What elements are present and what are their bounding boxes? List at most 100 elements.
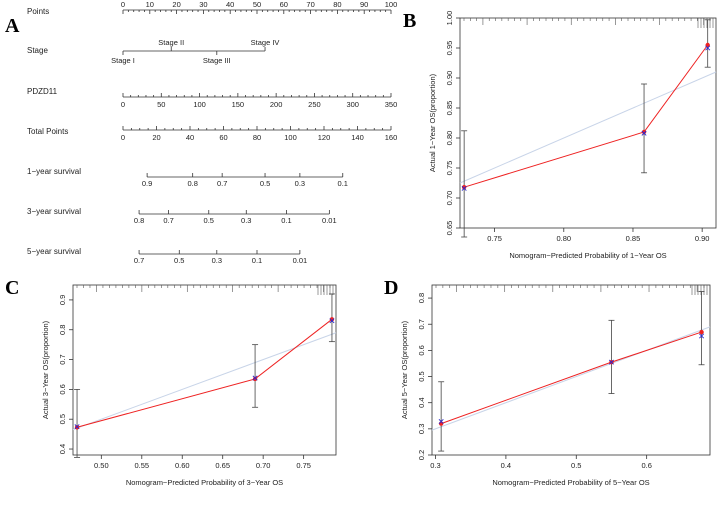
calibration-plot-5-year: 0.3 0.4 0.5 0.6 0.2 0.3 0.4 0.5 0.6 0.7 0.8 Nomogra…	[400, 284, 711, 487]
calibration-line	[76, 318, 333, 428]
nomogram-tick-label: 250	[308, 100, 321, 109]
x-tick-label: 0.4	[501, 461, 511, 470]
nomogram-tick-label: 350	[385, 100, 398, 109]
nomogram-row-label: 3−year survival	[27, 207, 81, 216]
nomogram-tick-label: 0	[121, 100, 125, 109]
stage-category-label: Stage III	[203, 56, 231, 65]
y-tick-label: 0.6	[58, 384, 67, 394]
y-tick-label: 0.2	[417, 450, 426, 460]
nomogram-tick-label: 140	[351, 133, 364, 142]
survival-tick-label: 0.5	[204, 216, 214, 225]
nomogram-row-label: 1−year survival	[27, 167, 81, 176]
y-axis-title: Actual 3−Year OS(proportion)	[41, 320, 50, 419]
y-tick-label: 0.8	[58, 325, 67, 335]
panel-label-d: D	[384, 277, 398, 299]
points-tick-label: 80	[333, 0, 341, 9]
y-tick-label: 0.95	[445, 41, 454, 56]
nomogram-tick-label: 80	[253, 133, 261, 142]
y-tick-label: 0.70	[445, 191, 454, 206]
points-tick-label: 100	[385, 0, 398, 9]
points-tick-label: 20	[172, 0, 180, 9]
x-tick-label: 0.5	[571, 461, 581, 470]
survival-tick-label: 0.3	[241, 216, 251, 225]
calibration-point	[699, 329, 704, 335]
nomogram-tick-label: 60	[219, 133, 227, 142]
x-tick-label: 0.55	[134, 461, 149, 470]
points-tick-label: 40	[226, 0, 234, 9]
plot-frame	[72, 284, 337, 456]
nomogram-row-label: Points	[27, 7, 49, 16]
x-tick-label: 0.3	[430, 461, 440, 470]
observed-marker	[608, 359, 614, 365]
observed-marker	[699, 333, 705, 339]
observed-marker	[74, 424, 80, 430]
y-tick-label: 0.65	[445, 221, 454, 236]
x-tick-label: 0.70	[256, 461, 271, 470]
panel-label-b: B	[403, 10, 416, 32]
observed-marker	[252, 375, 258, 381]
y-tick-label: 0.6	[417, 345, 426, 355]
survival-tick-label: 0.1	[338, 179, 348, 188]
nomogram-tick-label: 100	[284, 133, 297, 142]
ideal-line	[72, 332, 337, 431]
nomogram-row-label: Total Points	[27, 127, 68, 136]
y-tick-label: 0.4	[58, 444, 67, 454]
survival-tick-label: 0.1	[252, 256, 262, 265]
x-tick-label: 0.75	[487, 234, 502, 243]
stage-category-label: Stage I	[111, 56, 135, 65]
y-tick-label: 0.9	[58, 295, 67, 305]
points-tick-label: 90	[360, 0, 368, 9]
survival-tick-label: 0.7	[134, 256, 144, 265]
calibration-point	[252, 376, 258, 382]
observed-marker	[641, 130, 647, 136]
observed-marker	[705, 45, 711, 51]
observed-marker	[438, 419, 444, 425]
observed-marker	[461, 185, 467, 191]
survival-tick-label: 0.9	[142, 179, 152, 188]
y-tick-label: 0.80	[445, 131, 454, 146]
y-tick-label: 0.75	[445, 161, 454, 176]
survival-tick-label: 0.1	[281, 216, 291, 225]
calibration-point	[461, 185, 467, 190]
nomogram-tick-label: 100	[193, 100, 206, 109]
nomogram-row-label: 5−year survival	[27, 247, 81, 256]
y-tick-label: 0.5	[58, 414, 67, 424]
points-tick-label: 10	[146, 0, 154, 9]
points-tick-label: 50	[253, 0, 261, 9]
survival-tick-label: 0.5	[174, 256, 184, 265]
y-tick-label: 1.00	[445, 11, 454, 26]
y-tick-label: 0.3	[417, 424, 426, 434]
observed-marker	[329, 318, 335, 324]
calibration-plot-1-year: 0.75 0.80 0.85 0.90 0.65 0.70 0.75 0.80 0.85 0.90…	[428, 11, 717, 260]
y-tick-label: 0.90	[445, 71, 454, 86]
panel-label-a: A	[5, 15, 20, 37]
y-tick-label: 0.5	[417, 371, 426, 381]
nomogram-tick-label: 120	[318, 133, 331, 142]
x-tick-label: 0.60	[175, 461, 190, 470]
x-axis-title: Nomogram−Predicted Probability of 1−Year…	[509, 251, 666, 260]
nomogram-tick-label: 50	[157, 100, 165, 109]
plot-frame	[431, 284, 711, 456]
nomogram-tick-label: 300	[346, 100, 359, 109]
y-tick-label: 0.4	[417, 397, 426, 407]
survival-tick-label: 0.8	[187, 179, 197, 188]
x-tick-label: 0.75	[296, 461, 311, 470]
survival-tick-label: 0.3	[295, 179, 305, 188]
x-tick-label: 0.85	[626, 234, 641, 243]
plot-frame	[459, 17, 717, 229]
x-tick-label: 0.6	[641, 461, 651, 470]
panel-label-c: C	[5, 277, 19, 299]
nomogram-tick-label: 0	[121, 133, 125, 142]
x-tick-label: 0.90	[695, 234, 710, 243]
nomogram-tick-label: 150	[232, 100, 245, 109]
nomogram-tick-label: 200	[270, 100, 283, 109]
y-tick-label: 0.7	[417, 319, 426, 329]
nomogram-row-label: PDZD11	[27, 87, 58, 96]
x-tick-label: 0.50	[94, 461, 109, 470]
y-tick-label: 0.85	[445, 101, 454, 116]
calibration-point	[705, 42, 710, 48]
nomogram-row-label: Stage	[27, 46, 48, 55]
stage-category-label: Stage II	[158, 38, 184, 47]
survival-tick-label: 0.3	[212, 256, 222, 265]
